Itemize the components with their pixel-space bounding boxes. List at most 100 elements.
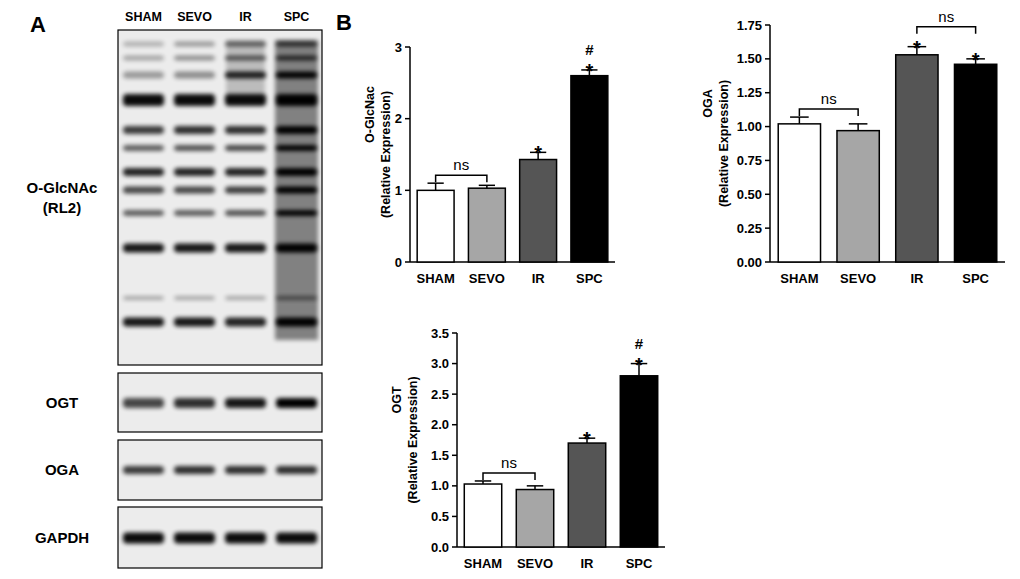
lane-label: SEVO: [177, 10, 212, 24]
significance-label: ns: [501, 454, 517, 471]
x-tick-label: SHAM: [780, 271, 818, 286]
y-tick-label: 1.0: [431, 478, 449, 493]
blot-band: [276, 168, 317, 176]
blot-band: [123, 533, 164, 544]
error-cap: [790, 116, 809, 118]
significance-label: ns: [938, 8, 954, 25]
blot-band: [225, 168, 266, 176]
x-tick-label: SEVO: [517, 556, 553, 571]
blot-band: [276, 42, 317, 47]
y-axis: [409, 47, 411, 262]
blot-smear: [275, 40, 318, 340]
error-bar: [527, 486, 543, 490]
y-tick-label: 0.5: [431, 509, 449, 524]
blot-band: [123, 187, 164, 194]
blot-band: [276, 145, 317, 151]
significance-marker: *: [913, 37, 921, 59]
blot-band: [174, 72, 215, 79]
lane-label: IR: [239, 10, 252, 24]
blot-frame: [118, 373, 322, 432]
y-axis: [769, 25, 771, 262]
blot-band: [123, 145, 164, 151]
blot-band: [174, 318, 215, 327]
blot-band: [225, 187, 266, 194]
significance-marker: *: [635, 354, 643, 376]
x-tick-label: SEVO: [469, 271, 505, 286]
y-tick-label: 1.5: [431, 448, 449, 463]
blot-frame: [118, 30, 322, 365]
x-tick-label: IR: [581, 556, 595, 571]
error-stem: [799, 117, 801, 124]
blot-band: [276, 296, 317, 300]
plot-marks: [464, 364, 657, 547]
blot-frame: [118, 507, 322, 568]
y-tick-label: 2: [395, 111, 402, 126]
plot-marks: [778, 47, 997, 262]
x-tick-label: SHAM: [416, 271, 454, 286]
blot-band: [225, 533, 266, 544]
significance-marker: *: [972, 49, 980, 71]
blot-band: [123, 466, 164, 474]
blot-band: [225, 145, 266, 151]
blot-band: [174, 126, 215, 134]
blot-frame: [118, 440, 322, 500]
blot-band: [276, 126, 317, 134]
blot-bands: [123, 533, 317, 544]
y-tick-label: 0.75: [737, 153, 762, 168]
error-bar: [428, 183, 444, 190]
blot-band: [225, 126, 266, 134]
blot-band: [276, 94, 317, 106]
bar-chart: 0.000.250.500.751.001.251.501.75OGA(Rela…: [701, 8, 1005, 286]
blot-band: [123, 72, 164, 79]
y-tick-label: 1.00: [737, 119, 762, 134]
y-tick-label: 0.00: [737, 255, 762, 270]
blot-band: [174, 187, 215, 194]
blot-band: [276, 318, 317, 327]
bar: [896, 55, 938, 262]
blot-band: [123, 42, 164, 47]
blot-band: [174, 533, 215, 544]
blot-band: [174, 296, 215, 300]
figure: ASHAMSEVOIRSPCO-GlcNAc(RL2)OGTOGAGAPDHB0…: [0, 0, 1020, 579]
blot-band: [123, 210, 164, 216]
lane-label: SPC: [284, 10, 310, 24]
error-cap: [475, 480, 491, 482]
blot-band: [123, 398, 164, 408]
y-title: OGA: [701, 89, 715, 117]
blot-band: [225, 466, 266, 474]
blot-band: [123, 126, 164, 134]
blot-band: [123, 318, 164, 327]
y-tick-label: 1.25: [737, 85, 762, 100]
y-subtitle: (Relative Expression): [717, 80, 731, 207]
y-subtitle: (Relative Expression): [406, 376, 420, 503]
error-bar: [849, 124, 868, 131]
blot-band: [123, 244, 164, 253]
y-subtitle: (Relative Expression): [379, 91, 393, 218]
blot-bands: [123, 40, 318, 340]
y-tick-label: 2.5: [431, 387, 449, 402]
error-stem: [857, 124, 859, 131]
blot-band: [225, 210, 266, 216]
blot-row-label: O-GlcNAc: [27, 179, 98, 196]
bar: [417, 190, 454, 262]
y-tick-label: 3.5: [431, 326, 449, 341]
blot-background: [118, 440, 322, 500]
y-title: OGT: [390, 386, 404, 413]
significance-marker: *: [585, 60, 593, 82]
blot-row-label: (RL2): [43, 199, 81, 216]
significance-bracket: [799, 109, 858, 116]
bar: [571, 76, 608, 262]
blot-band: [225, 318, 266, 327]
blot-row-label: OGA: [45, 461, 79, 478]
error-cap: [849, 123, 868, 125]
x-tick-label: IR: [532, 271, 546, 286]
blot-band: [174, 56, 215, 61]
blot-band: [276, 244, 317, 253]
bar: [954, 64, 996, 262]
y-tick-label: 2.0: [431, 417, 449, 432]
error-bar: [479, 185, 495, 188]
x-tick-label: SEVO: [840, 271, 876, 286]
y-tick-label: 3.0: [431, 356, 449, 371]
x-tick-label: SPC: [576, 271, 603, 286]
significance-label: ns: [453, 156, 469, 173]
